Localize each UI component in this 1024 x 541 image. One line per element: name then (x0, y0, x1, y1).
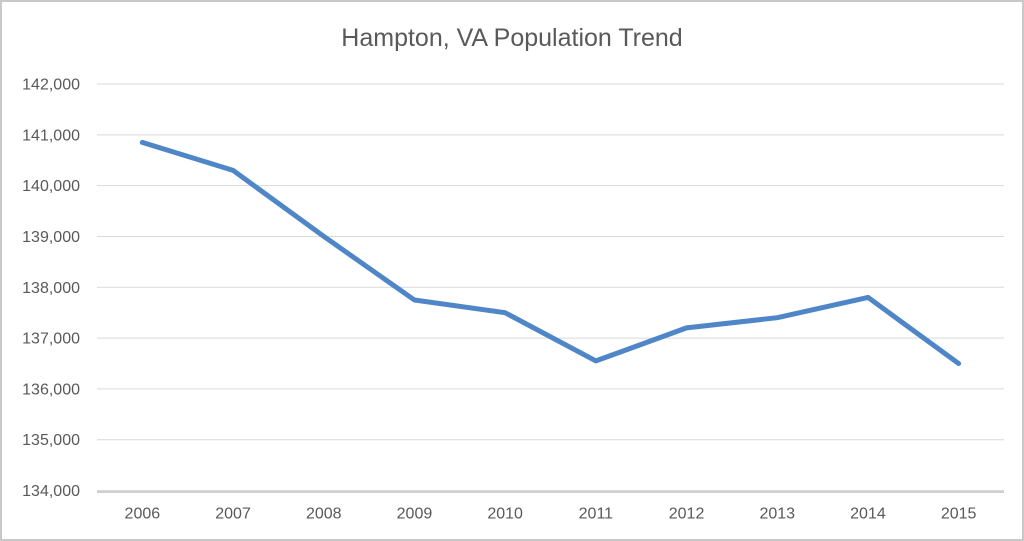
y-tick-label: 135,000 (22, 432, 80, 449)
x-axis-labels-group: 2006 2007 2008 2009 2010 2011 2012 2013 2014 2015 (125, 506, 977, 523)
y-tick-label: 141,000 (22, 127, 80, 144)
x-tick-label: 2011 (579, 506, 614, 523)
y-tick-label: 136,000 (22, 381, 80, 398)
y-tick-label: 134,000 (22, 483, 80, 500)
x-tick-label: 2010 (487, 506, 523, 523)
y-axis-labels-group: 134,000 135,000 136,000 137,000 138,000 139,0… (22, 77, 80, 501)
series-group (139, 139, 962, 366)
y-tick-label: 138,000 (22, 280, 80, 297)
x-tick-label: 2009 (397, 506, 433, 523)
x-tick-label: 2006 (125, 506, 161, 523)
x-tick-label: 2007 (215, 506, 251, 523)
gridlines-group (97, 83, 1004, 493)
chart-title: Hampton, VA Population Trend (341, 24, 683, 52)
population-trend-line (139, 139, 962, 366)
y-tick-label: 142,000 (22, 77, 80, 94)
y-tick-label: 140,000 (22, 178, 80, 195)
x-tick-label: 2008 (306, 506, 342, 523)
y-tick-label: 137,000 (22, 331, 80, 348)
y-tick-label: 139,000 (22, 229, 80, 246)
x-tick-label: 2013 (759, 506, 795, 523)
x-tick-label: 2015 (941, 506, 977, 523)
x-tick-label: 2012 (669, 506, 705, 523)
x-tick-label: 2014 (850, 506, 886, 523)
